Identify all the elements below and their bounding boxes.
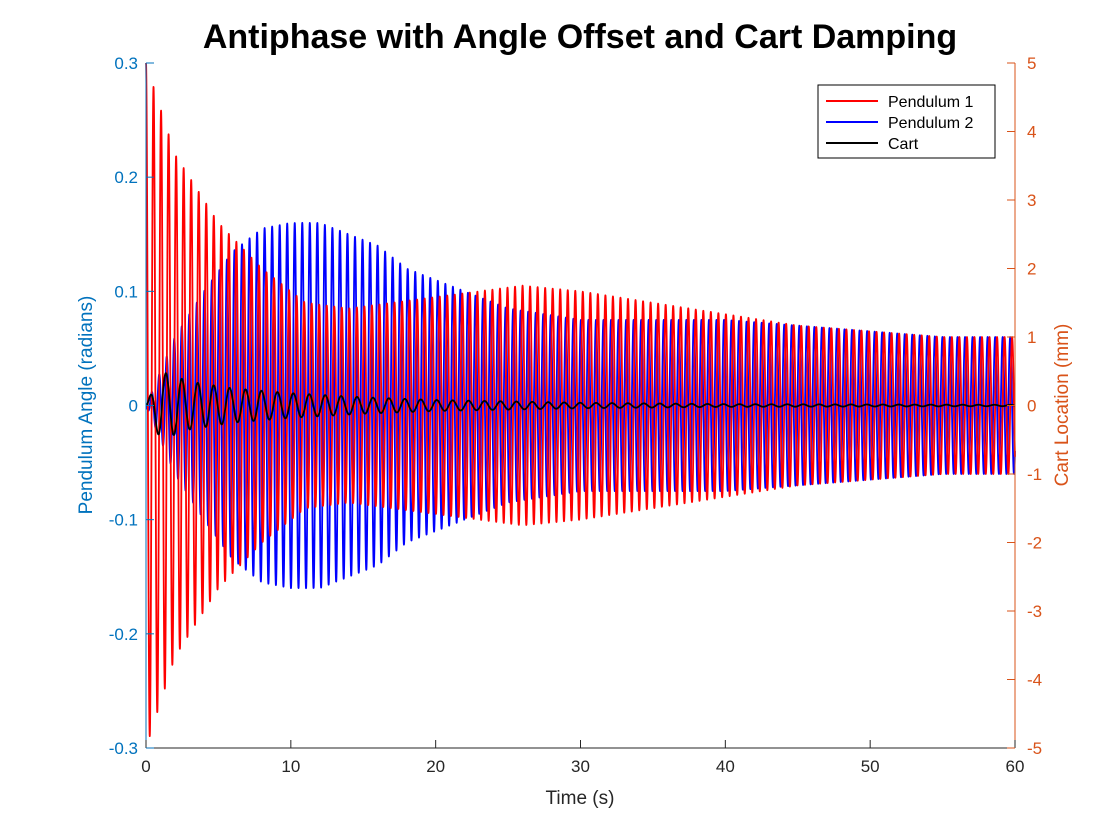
legend-label-pendulum-2: Pendulum 2 xyxy=(888,115,973,132)
x-tick-label: 30 xyxy=(571,757,590,776)
left-axis-label: Pendulum Angle (radians) xyxy=(76,296,97,515)
right-tick-label: 5 xyxy=(1027,54,1036,73)
right-tick-label: -5 xyxy=(1027,739,1042,758)
left-tick-label: 0.2 xyxy=(114,168,138,187)
left-tick-label: -0.3 xyxy=(109,739,138,758)
legend-label-pendulum-1: Pendulum 1 xyxy=(888,94,973,111)
series-line-cart xyxy=(145,372,1016,436)
x-tick-label: 50 xyxy=(861,757,880,776)
legend: Pendulum 1 Pendulum 2 Cart xyxy=(817,84,996,159)
series-line-pendulum-1 xyxy=(145,62,1016,738)
x-tick-label: 60 xyxy=(1006,757,1025,776)
ticks-layer: 0 10 20 30 40 50 60-0.3-0.2-0.100.10.20.3-5-4-… xyxy=(109,54,1042,776)
right-tick-label: -1 xyxy=(1027,465,1042,484)
chart-title: Antiphase with Angle Offset and Cart Dam… xyxy=(203,18,957,56)
legend-label-cart: Cart xyxy=(888,136,919,153)
series-layer xyxy=(145,62,1016,738)
left-tick-label: -0.2 xyxy=(109,625,138,644)
x-tick-label: 20 xyxy=(426,757,445,776)
right-tick-label: -4 xyxy=(1027,671,1042,690)
left-tick-label: 0.3 xyxy=(114,54,138,73)
x-tick-label: 0 xyxy=(141,757,150,776)
x-tick-label: 40 xyxy=(716,757,735,776)
left-tick-label: -0.1 xyxy=(109,511,138,530)
right-tick-label: -3 xyxy=(1027,602,1042,621)
left-tick-label: 0 xyxy=(129,397,138,416)
right-tick-label: 3 xyxy=(1027,191,1036,210)
x-axis-label: Time (s) xyxy=(546,788,615,809)
right-tick-label: 4 xyxy=(1027,123,1036,142)
x-tick-label: 10 xyxy=(281,757,300,776)
right-tick-label: 2 xyxy=(1027,260,1036,279)
right-axis-label: Cart Location (mm) xyxy=(1052,324,1073,487)
right-tick-label: -2 xyxy=(1027,534,1042,553)
right-tick-label: 0 xyxy=(1027,397,1036,416)
right-tick-label: 1 xyxy=(1027,328,1036,347)
series-line-pendulum-2 xyxy=(145,221,1016,590)
left-tick-label: 0.1 xyxy=(114,282,138,301)
